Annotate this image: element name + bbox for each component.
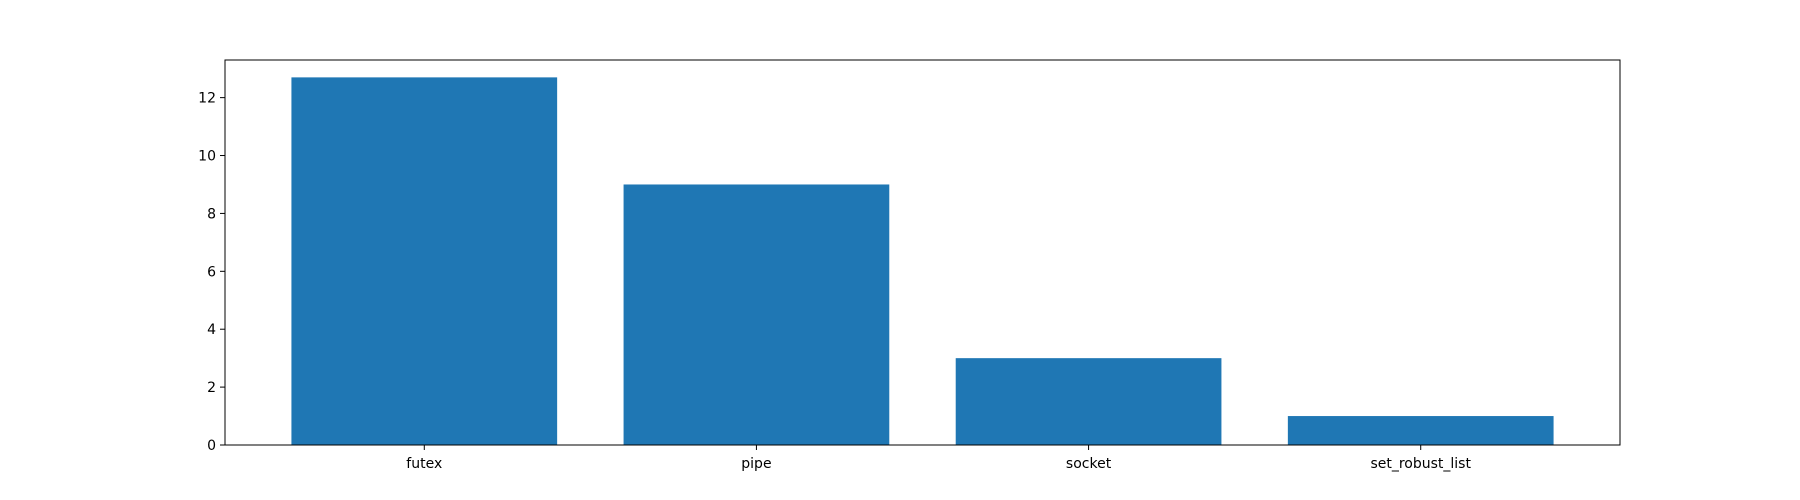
x-tick-label: set_robust_list (1370, 456, 1471, 472)
y-tick-label: 0 (207, 438, 216, 454)
bar-futex (291, 77, 558, 446)
x-axis: futex pipe socket set_robust_list (406, 445, 1471, 472)
y-tick-label: 2 (207, 380, 216, 396)
y-axis: 0 2 4 6 8 10 12 (198, 91, 225, 454)
y-tick-label: 4 (207, 322, 216, 338)
y-tick-label: 12 (198, 91, 216, 107)
bar-pipe (623, 184, 890, 445)
y-tick-label: 8 (207, 206, 216, 222)
x-tick-label: pipe (741, 456, 771, 472)
bar-set-robust-list (1287, 416, 1554, 445)
plot-frame (224, 59, 1621, 446)
bar-socket (955, 358, 1222, 445)
y-tick-label: 6 (207, 264, 216, 280)
y-tick-label: 10 (198, 149, 216, 165)
x-tick-label: socket (1066, 456, 1112, 472)
x-tick-label: futex (406, 456, 442, 472)
bars-layer (291, 77, 1554, 446)
